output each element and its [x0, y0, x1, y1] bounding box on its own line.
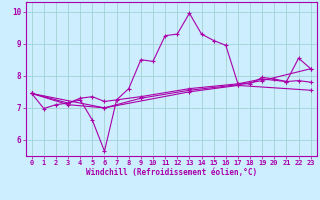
X-axis label: Windchill (Refroidissement éolien,°C): Windchill (Refroidissement éolien,°C)	[86, 168, 257, 177]
